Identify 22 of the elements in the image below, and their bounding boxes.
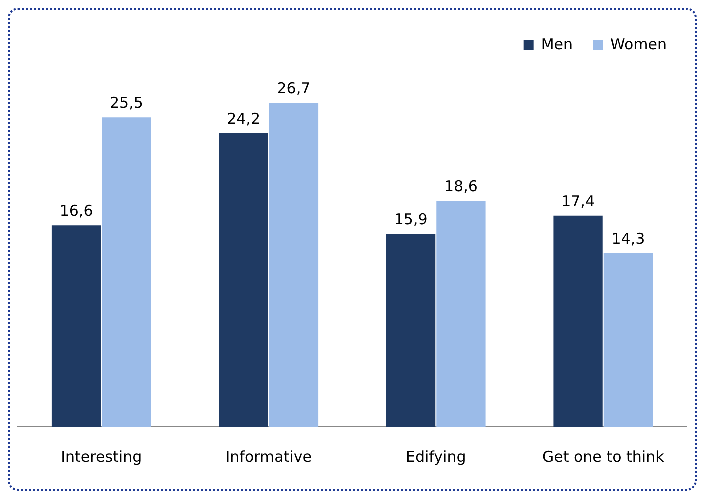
data-label: 15,9	[394, 210, 428, 228]
legend-label: Men	[541, 35, 574, 54]
data-label: 18,6	[444, 178, 478, 196]
bar	[269, 103, 319, 427]
data-label: 17,4	[562, 192, 595, 210]
x-tick-label: Get one to think	[542, 448, 665, 466]
bar	[604, 253, 654, 427]
bar	[386, 234, 436, 427]
x-tick-label: Informative	[226, 448, 312, 466]
data-label: 26,7	[277, 79, 311, 98]
legend-label: Women	[610, 35, 668, 54]
x-tick-label: Edifying	[406, 448, 466, 466]
bar	[219, 133, 268, 427]
bar	[436, 201, 486, 427]
data-label: 16,6	[60, 202, 94, 220]
bar	[52, 226, 102, 427]
data-label: 14,3	[612, 230, 646, 248]
data-label: 24,2	[227, 110, 260, 128]
bar	[102, 118, 152, 427]
bar	[554, 216, 603, 427]
data-label: 25,5	[110, 94, 144, 112]
x-tick-label: Interesting	[61, 448, 142, 466]
